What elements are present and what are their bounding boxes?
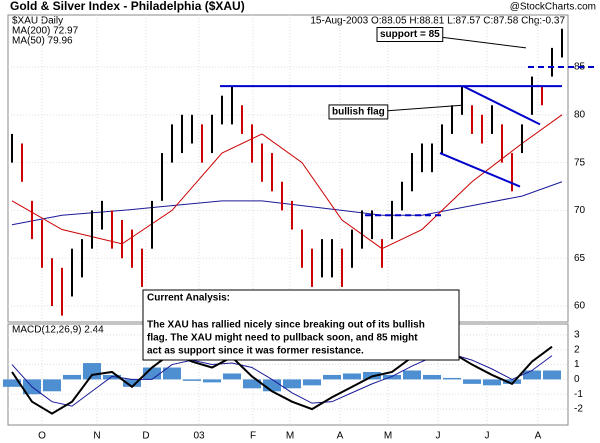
histogram-bar: [323, 374, 341, 380]
x-tick-label: A: [337, 431, 344, 442]
y-tick-label: 70: [574, 205, 586, 216]
x-tick-label: D: [142, 431, 149, 442]
histogram-bar: [3, 379, 21, 387]
chart-title: Gold & Silver Index - Philadelphia ($XAU…: [10, 0, 245, 13]
x-tick-label: N: [93, 431, 100, 442]
histogram-bar: [103, 374, 121, 380]
histogram-bar: [483, 379, 501, 386]
annotation-line: [462, 85, 541, 126]
analysis-line: The XAU has rallied nicely since breakin…: [147, 320, 425, 331]
y-tick-label: -1: [574, 389, 583, 400]
callout-box: [376, 27, 444, 43]
y-tick-label: 60: [574, 301, 586, 312]
callout-box: [328, 104, 389, 120]
x-tick-label: 03: [193, 431, 205, 442]
x-tick-label: M: [384, 431, 392, 442]
histogram-bar: [183, 379, 201, 381]
histogram-bar: [423, 374, 441, 380]
histogram-bar: [403, 370, 421, 380]
callout-text: bullish flag: [332, 107, 385, 118]
histogram-bar: [163, 367, 181, 380]
histogram-bar: [463, 379, 481, 384]
histogram-bar: [243, 379, 261, 389]
analysis-line: act as support since it was former resis…: [147, 346, 364, 357]
histogram-bar: [223, 373, 241, 380]
histogram-bar: [143, 367, 161, 380]
symbol-label: $XAU Daily: [12, 16, 63, 27]
histogram-bar: [203, 379, 221, 383]
x-tick-label: J: [485, 431, 490, 442]
analysis-heading: Current Analysis:: [147, 293, 230, 304]
x-tick-label: O: [38, 431, 46, 442]
histogram-bar: [303, 379, 321, 386]
histogram-bar: [123, 379, 141, 387]
histogram-bar: [383, 374, 401, 380]
histogram-bar: [503, 379, 521, 384]
histogram-bar: [443, 377, 461, 380]
analysis-line: flag. The XAU might need to pullback soo…: [147, 333, 418, 344]
y-tick-label: 75: [574, 157, 586, 168]
x-tick-label: J: [436, 431, 441, 442]
y-tick-label: 0: [574, 374, 580, 385]
source: @StockCharts.com: [510, 2, 596, 13]
analysis-box: [142, 289, 460, 361]
histogram-bar: [283, 379, 301, 389]
y-tick-label: 65: [574, 253, 586, 264]
x-tick-label: M: [286, 431, 294, 442]
callout-text: support = 85: [380, 29, 440, 40]
histogram-bar: [263, 379, 281, 392]
moving-average: [11, 181, 563, 226]
histogram-bar: [83, 363, 101, 380]
histogram-bar: [343, 373, 361, 380]
y-tick-label: 2: [574, 344, 580, 355]
macd-label: MACD(12,26,9) 2.44: [12, 325, 104, 336]
histogram-bar: [543, 370, 561, 380]
legend-entry: MA(200) 72.97: [12, 26, 79, 37]
histogram-bar: [523, 370, 541, 380]
histogram-bar: [43, 379, 61, 392]
histogram-bar: [63, 374, 81, 380]
y-tick-label: -2: [574, 404, 583, 415]
annotation-line: [439, 152, 521, 188]
y-tick-label: 1: [574, 359, 580, 370]
x-tick-label: F: [250, 431, 256, 442]
x-tick-label: A: [535, 431, 542, 442]
y-tick-label: 80: [574, 109, 586, 120]
signal-line: [11, 353, 553, 407]
y-tick-label: 3: [574, 329, 580, 340]
price-panel: [7, 14, 569, 323]
legend-entry: MA(50) 79.96: [12, 36, 73, 47]
macd-line: [11, 345, 553, 415]
